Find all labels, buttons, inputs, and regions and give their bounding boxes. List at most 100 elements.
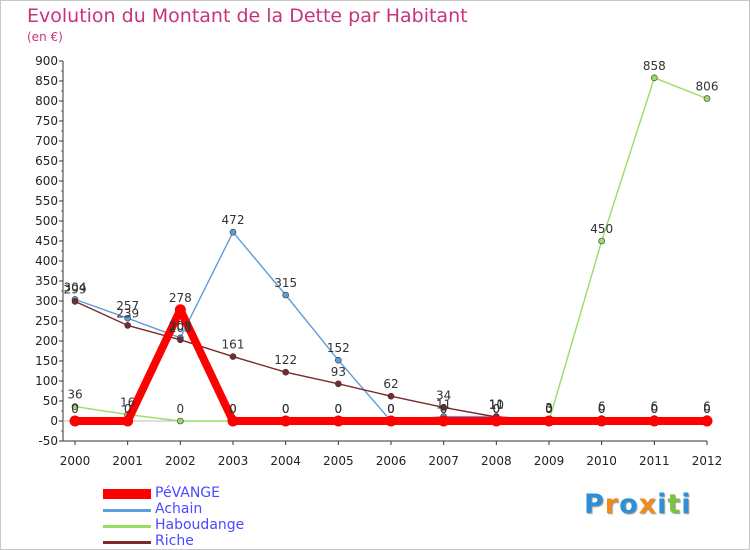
data-point-haboudange <box>598 237 605 245</box>
data-label-riche: 299 <box>64 282 87 296</box>
x-tick-label: 2004 <box>270 454 301 468</box>
data-label-pvange: 0 <box>335 402 343 416</box>
data-label-haboudange: 16 <box>120 396 135 410</box>
logo-letter: i <box>681 489 692 520</box>
data-label-haboudange: 450 <box>590 222 613 236</box>
data-label-haboudange: 36 <box>67 388 82 402</box>
data-label-achain: 0 <box>387 402 395 416</box>
data-label-pvange: 0 <box>545 402 553 416</box>
x-tick-label: 2009 <box>534 454 565 468</box>
data-point-haboudange <box>703 95 711 102</box>
legend-label-achain: Achain <box>155 501 203 517</box>
series-line-haboudange <box>74 77 708 422</box>
y-tick-label: 200 <box>35 334 58 348</box>
data-label-pvange: 0 <box>71 402 79 416</box>
chart-unit-label: (en €) <box>27 30 63 44</box>
data-label-haboudange: 0 <box>335 402 343 416</box>
y-tick-label: 650 <box>35 154 58 168</box>
y-tick-label: 300 <box>35 294 58 308</box>
data-label-pvange: 0 <box>651 402 659 416</box>
logo-letter: P <box>584 489 605 520</box>
data-label-riche: 6 <box>703 400 711 414</box>
y-tick-label: 50 <box>43 394 58 408</box>
data-point-haboudange <box>651 74 658 82</box>
y-tick-label: 450 <box>35 234 58 248</box>
data-label-pvange: 278 <box>169 291 192 305</box>
chart-axes: -500501001502002503003504004505005506006… <box>35 54 722 468</box>
data-point-pvange <box>543 415 555 427</box>
data-point-achain <box>124 314 131 322</box>
y-tick-label: 900 <box>35 54 58 68</box>
logo-letter: o <box>619 489 639 520</box>
data-point-haboudange <box>71 403 79 410</box>
x-tick-label: 2002 <box>165 454 196 468</box>
legend-label-riche: Riche <box>155 533 194 549</box>
data-label-riche: 10 <box>489 398 504 412</box>
data-point-pvange <box>648 415 660 427</box>
data-point-achain <box>282 291 289 299</box>
legend-swatch-haboudange <box>103 525 151 528</box>
logo-letter: t <box>667 489 682 520</box>
legend-label-pevange: PéVANGE <box>155 485 220 501</box>
data-point-riche <box>124 322 131 329</box>
data-label-riche: 93 <box>331 365 346 379</box>
data-point-pvange <box>122 415 134 427</box>
data-label-haboudange: 0 <box>229 402 237 416</box>
data-label-haboudange: 0 <box>545 402 553 416</box>
x-tick-label: 2012 <box>692 454 723 468</box>
y-tick-label: 600 <box>35 174 58 188</box>
data-label-achain: 472 <box>222 213 245 227</box>
data-point-riche <box>387 392 395 400</box>
data-label-pvange: 0 <box>387 402 395 416</box>
data-label-riche: 122 <box>274 353 297 367</box>
data-point-riche <box>229 353 237 360</box>
data-label-achain: 0 <box>651 402 659 416</box>
data-point-pvange <box>438 415 450 427</box>
data-label-haboudange: 0 <box>177 402 185 416</box>
chart-series-layer <box>69 74 713 427</box>
data-label-riche: 62 <box>383 377 398 391</box>
x-tick-label: 2010 <box>586 454 617 468</box>
data-point-achain <box>335 356 342 364</box>
data-point-riche <box>440 404 447 411</box>
data-label-achain: 257 <box>116 299 139 313</box>
data-label-pvange: 0 <box>703 402 711 416</box>
data-point-pvange <box>227 415 239 427</box>
logo-letter: r <box>604 489 620 520</box>
x-tick-label: 2007 <box>428 454 459 468</box>
x-tick-label: 2001 <box>112 454 143 468</box>
y-tick-label: 550 <box>35 194 58 208</box>
data-label-achain: 0 <box>598 402 606 416</box>
data-label-achain: 304 <box>64 280 87 294</box>
data-label-haboudange: 0 <box>282 402 290 416</box>
data-label-riche: 161 <box>222 338 245 352</box>
data-label-haboudange: 0 <box>493 402 501 416</box>
data-label-riche: 3 <box>545 401 553 415</box>
data-label-riche: 203 <box>169 321 192 335</box>
legend-label-haboudange: Haboudange <box>155 517 245 533</box>
legend-swatch-riche <box>103 541 151 544</box>
data-point-riche <box>282 368 289 376</box>
y-tick-label: 800 <box>35 94 58 108</box>
data-label-haboudange: 0 <box>387 402 395 416</box>
data-point-pvange <box>174 304 186 316</box>
y-tick-label: 250 <box>35 314 58 328</box>
data-point-pvange <box>332 415 344 427</box>
data-label-pvange: 0 <box>229 402 237 416</box>
data-label-achain: 11 <box>436 398 451 412</box>
proxiti-logo: Proxiti <box>584 489 692 520</box>
data-point-haboudange <box>177 417 184 425</box>
x-tick-label: 2011 <box>639 454 670 468</box>
data-label-riche: 239 <box>116 306 139 320</box>
y-tick-label: 850 <box>35 74 58 88</box>
data-point-riche <box>71 298 79 305</box>
y-tick-label: 500 <box>35 214 58 228</box>
y-tick-label: 700 <box>35 134 58 148</box>
y-tick-label: 350 <box>35 274 58 288</box>
data-label-pvange: 0 <box>493 402 501 416</box>
y-tick-label: 0 <box>50 414 58 428</box>
legend-swatch-pevange <box>103 489 151 499</box>
data-label-achain: 11 <box>489 398 504 412</box>
